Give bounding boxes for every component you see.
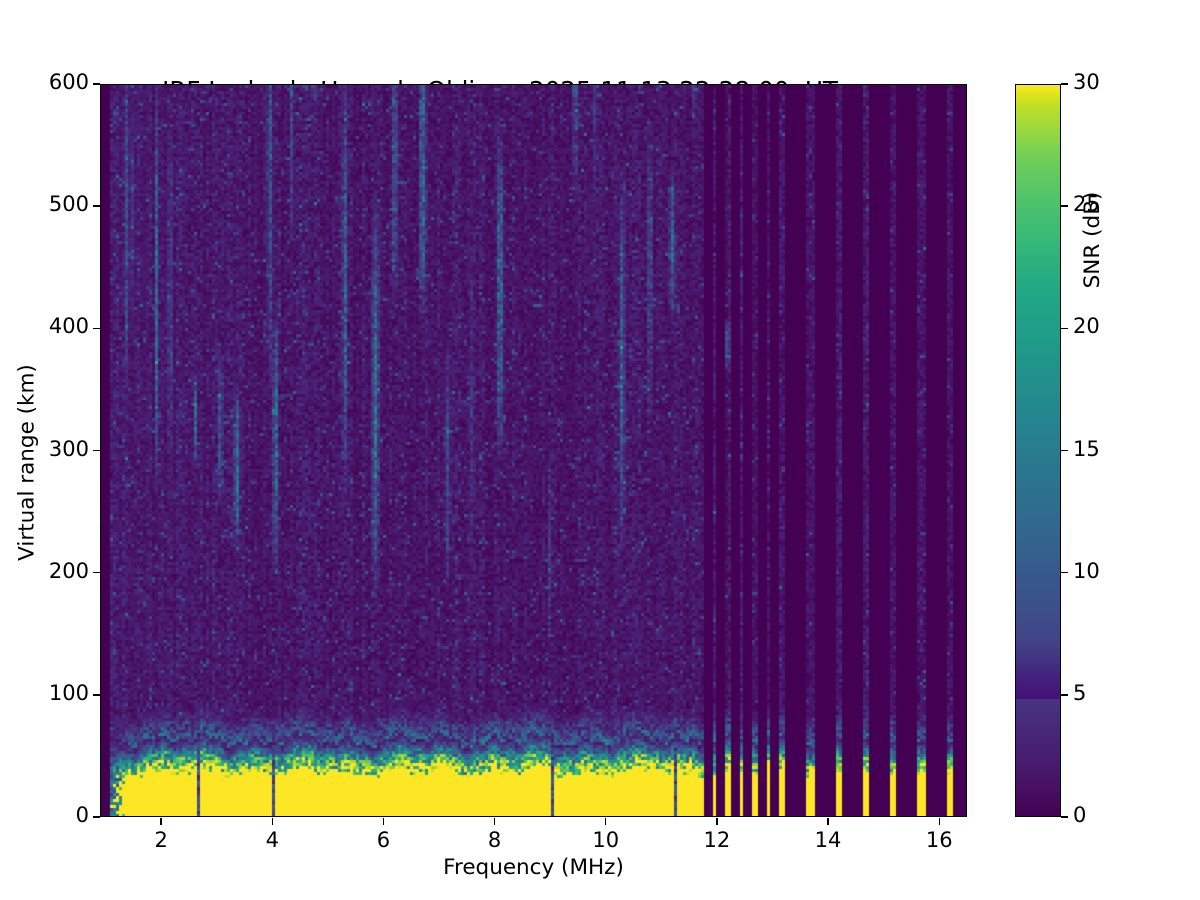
x-tick-label: 4 xyxy=(265,828,279,852)
x-tick-mark xyxy=(605,818,607,825)
colorbar-tick-label: 15 xyxy=(1073,436,1100,461)
x-tick-label: 10 xyxy=(592,828,620,852)
y-tick-mark xyxy=(93,694,100,696)
x-tick-label: 14 xyxy=(814,828,842,852)
x-tick-mark xyxy=(493,818,496,825)
y-tick-label: 600 xyxy=(48,70,89,94)
heatmap-plot-area[interactable] xyxy=(100,84,967,817)
colorbar-tick-label: 25 xyxy=(1073,192,1100,217)
colorbar-tick-mark xyxy=(1061,83,1068,85)
y-tick-label: 500 xyxy=(48,192,89,217)
colorbar-tick-mark xyxy=(1061,449,1068,452)
ionogram-heatmap-canvas xyxy=(101,85,966,816)
colorbar-container: 0 5 10 15 20 25 30 xyxy=(1015,70,1100,827)
y-tick-mark xyxy=(93,816,100,818)
colorbar-label: SNR (dB) xyxy=(1080,191,1105,289)
x-tick-label: 2 xyxy=(154,828,168,852)
y-tick-label: 200 xyxy=(48,558,89,583)
colorbar-tick-mark xyxy=(1061,571,1068,574)
y-tick-label: 100 xyxy=(48,680,89,705)
y-axis-label: Virtual range (km) xyxy=(14,364,40,561)
x-tick-mark xyxy=(827,818,829,825)
colorbar-tick-label: 0 xyxy=(1073,803,1087,827)
colorbar-tick-label: 5 xyxy=(1073,680,1087,705)
colorbar-tick-mark xyxy=(1061,327,1068,330)
x-tick-label: 16 xyxy=(925,828,953,852)
x-tick-label: 6 xyxy=(376,828,391,852)
y-tick-label: 400 xyxy=(48,314,89,339)
x-tick-mark xyxy=(382,818,385,825)
colorbar-tick-label: 20 xyxy=(1073,314,1100,339)
y-tick-mark xyxy=(93,571,100,574)
y-tick-mark xyxy=(93,83,100,85)
colorbar-tick-mark xyxy=(1061,816,1068,818)
x-tick-mark xyxy=(716,818,718,825)
y-tick-mark xyxy=(93,449,100,452)
x-axis-label: Frequency (MHz) xyxy=(443,855,624,880)
x-tick-label: 8 xyxy=(487,828,502,852)
x-tick-mark xyxy=(160,818,162,825)
colorbar-tick-label: 10 xyxy=(1073,558,1100,583)
x-tick-mark xyxy=(938,818,940,825)
colorbar-tick-mark xyxy=(1061,694,1068,696)
colorbar-tick-label: 30 xyxy=(1073,70,1100,94)
x-tick-mark xyxy=(271,818,273,825)
colorbar-gradient xyxy=(1015,84,1061,817)
y-tick-mark xyxy=(93,327,100,330)
colorbar-tick-mark xyxy=(1061,205,1068,207)
y-tick-mark xyxy=(93,205,100,207)
y-tick-label: 0 xyxy=(75,803,89,827)
x-tick-label: 12 xyxy=(703,828,731,852)
y-tick-label: 300 xyxy=(48,436,89,461)
